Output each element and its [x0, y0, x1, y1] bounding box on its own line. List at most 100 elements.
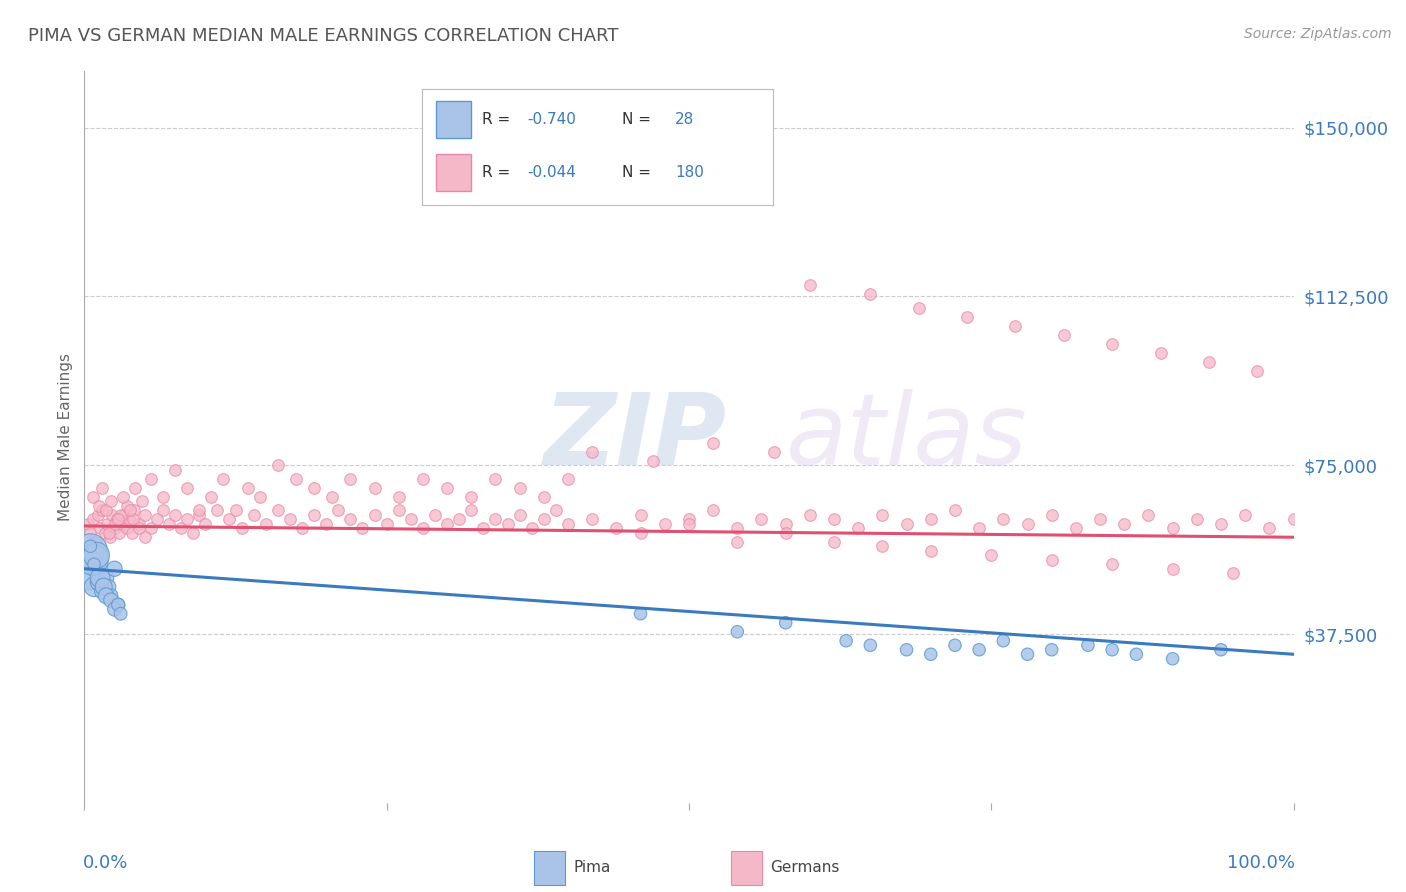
Point	[1101, 336, 1123, 351]
Point	[87, 575, 110, 590]
Point	[835, 633, 858, 648]
Point	[98, 530, 121, 544]
Point	[993, 633, 1015, 648]
Point	[91, 584, 114, 599]
Point	[920, 512, 942, 526]
Point	[107, 598, 129, 612]
Point	[115, 499, 138, 513]
Text: Pima: Pima	[574, 861, 612, 875]
Point	[896, 642, 918, 657]
Point	[97, 580, 120, 594]
Point	[725, 624, 748, 639]
Point	[775, 525, 797, 540]
Point	[118, 512, 141, 526]
Point	[581, 512, 603, 526]
Point	[920, 647, 942, 661]
Point	[101, 508, 124, 522]
Point	[218, 512, 240, 526]
Point	[108, 525, 131, 540]
Point	[128, 516, 150, 531]
Point	[321, 490, 343, 504]
Point	[605, 521, 627, 535]
Point	[104, 521, 127, 535]
Point	[1101, 642, 1123, 657]
Point	[1017, 647, 1039, 661]
Point	[1185, 512, 1208, 526]
Point	[111, 516, 134, 531]
Point	[104, 516, 127, 531]
Text: -0.740: -0.740	[527, 112, 576, 127]
FancyBboxPatch shape	[436, 101, 471, 138]
Point	[725, 521, 748, 535]
Point	[87, 499, 110, 513]
Point	[110, 508, 132, 522]
Point	[225, 503, 247, 517]
Point	[110, 607, 132, 621]
Y-axis label: Median Male Earnings: Median Male Earnings	[58, 353, 73, 521]
Point	[339, 512, 361, 526]
Point	[496, 516, 519, 531]
Point	[128, 521, 150, 535]
Point	[131, 494, 153, 508]
Point	[484, 472, 506, 486]
Point	[1101, 558, 1123, 572]
Point	[236, 481, 259, 495]
Point	[267, 503, 290, 517]
Point	[83, 580, 105, 594]
Point	[436, 481, 458, 495]
Point	[1222, 566, 1244, 581]
Point	[77, 516, 100, 531]
Point	[1161, 521, 1184, 535]
Point	[163, 463, 186, 477]
Point	[775, 516, 797, 531]
Point	[139, 521, 162, 535]
Point	[120, 503, 142, 517]
Point	[1161, 652, 1184, 666]
Point	[121, 525, 143, 540]
Point	[302, 481, 325, 495]
Point	[388, 503, 411, 517]
Point	[254, 516, 277, 531]
Point	[82, 490, 104, 504]
Point	[284, 472, 308, 486]
Point	[302, 508, 325, 522]
Point	[654, 516, 676, 531]
Point	[1004, 318, 1026, 333]
Point	[363, 508, 385, 522]
Point	[846, 521, 869, 535]
Text: R =: R =	[481, 165, 515, 180]
Point	[112, 508, 135, 522]
Text: Source: ZipAtlas.com: Source: ZipAtlas.com	[1244, 27, 1392, 41]
Point	[920, 543, 942, 558]
Point	[104, 602, 127, 616]
Point	[1114, 516, 1136, 531]
Point	[702, 435, 724, 450]
Point	[82, 512, 104, 526]
Point	[86, 508, 108, 522]
Point	[249, 490, 271, 504]
Point	[823, 512, 845, 526]
Point	[557, 516, 579, 531]
Point	[278, 512, 301, 526]
Text: N =: N =	[621, 112, 657, 127]
Point	[188, 508, 211, 522]
Point	[1209, 516, 1232, 531]
Point	[86, 548, 108, 562]
Point	[200, 490, 222, 504]
Point	[630, 607, 652, 621]
Point	[1246, 364, 1268, 378]
Point	[96, 516, 118, 531]
Point	[1149, 345, 1171, 359]
Point	[291, 521, 314, 535]
Point	[1161, 562, 1184, 576]
Point	[775, 615, 797, 630]
Point	[472, 521, 495, 535]
Point	[799, 508, 821, 522]
Point	[152, 503, 174, 517]
Point	[460, 503, 482, 517]
Point	[94, 589, 117, 603]
Point	[91, 503, 114, 517]
Point	[86, 562, 108, 576]
Point	[315, 516, 337, 531]
Point	[872, 508, 894, 522]
